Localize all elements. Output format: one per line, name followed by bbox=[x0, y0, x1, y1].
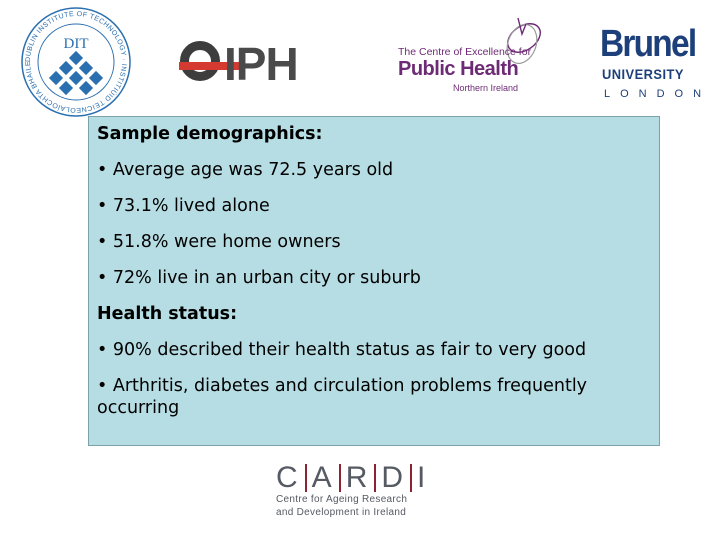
brunel-line2: UNIVERSITY bbox=[602, 66, 684, 82]
health-item: • Arthritis, diabetes and circulation pr… bbox=[97, 376, 588, 418]
demographics-item: • 73.1% lived alone bbox=[97, 196, 270, 216]
cph-logo: The Centre of Excellence for Public Heal… bbox=[398, 14, 548, 94]
demographics-heading: Sample demographics: bbox=[97, 124, 323, 144]
cardi-line2: and Development in Ireland bbox=[276, 507, 407, 518]
cardi-letter: A bbox=[311, 461, 334, 494]
demographics-item: • Average age was 72.5 years old bbox=[97, 160, 394, 180]
cardi-divider bbox=[374, 464, 377, 492]
iph-logo: IPH bbox=[179, 38, 310, 94]
cph-line2: Public Health bbox=[398, 58, 519, 80]
health-heading: Health status: bbox=[97, 304, 238, 324]
cardi-divider bbox=[304, 464, 307, 492]
cardi-line1: Centre for Ageing Research bbox=[276, 494, 408, 505]
brunel-line3: LONDON bbox=[604, 88, 712, 100]
content-panel: Sample demographics: • Average age was 7… bbox=[88, 116, 660, 446]
dit-name: DIT bbox=[64, 36, 89, 52]
cardi-letter: I bbox=[417, 461, 428, 494]
iph-name: IPH bbox=[224, 38, 299, 90]
cardi-divider bbox=[338, 464, 341, 492]
brunel-logo: Brunel UNIVERSITY LONDON bbox=[600, 23, 701, 104]
health-item: • 90% described their health status as f… bbox=[97, 340, 587, 360]
cph-line3: Northern Ireland bbox=[453, 83, 519, 93]
brunel-line1: Brunel bbox=[600, 23, 697, 65]
cardi-letter: D bbox=[381, 461, 406, 494]
cph-line1: The Centre of Excellence for bbox=[398, 46, 532, 58]
demographics-item: • 72% live in an urban city or suburb bbox=[97, 268, 421, 288]
cph-swirl-icon bbox=[506, 17, 541, 64]
iph-ring-icon bbox=[179, 41, 239, 81]
demographics-item: • 51.8% were home owners bbox=[97, 232, 341, 252]
dit-logo: DUBLIN INSTITUTE OF TECHNOLOGY · INSTITI… bbox=[20, 6, 132, 118]
cardi-letter: R bbox=[345, 461, 370, 494]
cardi-divider bbox=[410, 464, 413, 492]
cardi-wordmark: C A R D I bbox=[276, 461, 428, 494]
cardi-logo: C A R D I Centre for Ageing Research and… bbox=[276, 461, 446, 524]
cardi-letter: C bbox=[276, 461, 300, 494]
